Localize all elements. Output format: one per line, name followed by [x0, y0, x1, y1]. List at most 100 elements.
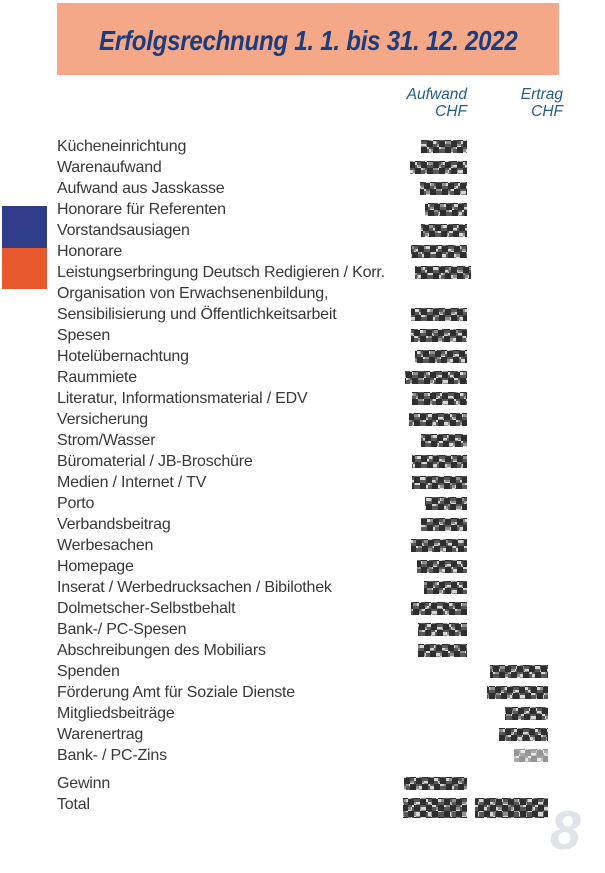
redacted-aufwand-value [412, 476, 467, 489]
redacted-aufwand-value [421, 224, 467, 237]
aufwand-value-cell [377, 579, 467, 594]
table-row: Bank-/ PC-Spesen [0, 621, 605, 642]
row-label: Sensibilisierung und Öffentlichkeitsarbe… [57, 306, 337, 323]
statement-rows: Kücheneinrichtung Warenaufwand Aufwand a… [0, 138, 605, 818]
table-row: Raummiete [0, 369, 605, 390]
redacted-aufwand-value [417, 560, 467, 573]
aufwand-value-cell [377, 600, 467, 615]
aufwand-value-cell [377, 348, 467, 363]
row-label: Homepage [57, 558, 134, 575]
redacted-aufwand-value [411, 602, 467, 615]
page-number: 8 [550, 799, 581, 861]
row-label: Versicherung [57, 411, 148, 428]
accent-orange-square [2, 248, 47, 289]
redacted-aufwand-value [418, 623, 467, 636]
redacted-aufwand-value [411, 329, 467, 342]
aufwand-value-cell [377, 621, 467, 636]
accent-blue-square [2, 206, 47, 248]
table-row: Mitgliedsbeiträge [0, 705, 605, 726]
redacted-ertrag-value [487, 686, 548, 699]
redacted-ertrag-value [505, 707, 548, 720]
table-row: Spenden [0, 663, 605, 684]
table-row: Förderung Amt für Soziale Dienste [0, 684, 605, 705]
aufwand-value-cell [377, 201, 467, 216]
aufwand-value-cell [377, 495, 467, 510]
ertrag-value-cell [467, 726, 563, 741]
redacted-aufwand-value [424, 581, 467, 594]
aufwand-value-cell [385, 264, 471, 279]
row-label: Warenaufwand [57, 159, 162, 176]
page-title: Erfolgsrechnung 1. 1. bis 31. 12. 2022 [98, 25, 518, 56]
row-label: Bank-/ PC-Spesen [57, 621, 187, 638]
redacted-aufwand-value [404, 777, 467, 790]
redacted-aufwand-value [421, 140, 467, 153]
aufwand-value-cell [377, 138, 467, 153]
redacted-aufwand-value [421, 518, 467, 531]
redacted-aufwand-value [403, 798, 467, 818]
aufwand-value-cell [377, 222, 467, 237]
row-label: Abschreibungen des Mobiliars [57, 642, 266, 659]
redacted-ertrag-value [490, 665, 548, 678]
redacted-aufwand-value [421, 434, 467, 447]
row-label: Porto [57, 495, 95, 512]
table-row: Spesen [0, 327, 605, 348]
table-row: Kücheneinrichtung [0, 138, 605, 159]
aufwand-value-cell [377, 306, 467, 321]
row-label: Spenden [57, 663, 120, 680]
aufwand-value-cell [377, 453, 467, 468]
aufwand-value-cell [377, 432, 467, 447]
row-label: Büromaterial / JB-Broschüre [57, 453, 253, 470]
table-row: Total [0, 796, 605, 818]
aufwand-label: Aufwand [406, 86, 467, 103]
row-label: Organisation von Erwachsenenbildung, [57, 285, 329, 302]
table-row: Hotelübernachtung [0, 348, 605, 369]
aufwand-value-cell [377, 558, 467, 573]
ertrag-value-cell [467, 663, 563, 678]
ertrag-value-cell [467, 747, 563, 762]
table-row: Dolmetscher-Selbstbehalt [0, 600, 605, 621]
redacted-aufwand-value [410, 161, 467, 174]
column-headers: Aufwand CHF Ertrag CHF [0, 86, 605, 120]
row-label: Dolmetscher-Selbstbehalt [57, 600, 236, 617]
redacted-aufwand-value [425, 203, 467, 216]
aufwand-value-cell [377, 516, 467, 531]
table-row: Warenaufwand [0, 159, 605, 180]
redacted-aufwand-value [425, 497, 467, 510]
redacted-aufwand-value [411, 539, 467, 552]
row-label: Verbandsbeitrag [57, 516, 171, 533]
table-row: Warenertrag [0, 726, 605, 747]
ertrag-unit: CHF [531, 103, 563, 120]
aufwand-value-cell [377, 642, 467, 657]
row-label: Aufwand aus Jasskasse [57, 180, 225, 197]
aufwand-value-cell [377, 327, 467, 342]
redacted-aufwand-value [411, 308, 467, 321]
row-label: Kücheneinrichtung [57, 138, 187, 155]
aufwand-value-cell [377, 180, 467, 195]
ertrag-label: Ertrag [520, 86, 563, 103]
row-label: Inserat / Werbedrucksachen / Bibilothek [57, 579, 332, 596]
ertrag-value-cell [467, 684, 563, 699]
table-row: Sensibilisierung und Öffentlichkeitsarbe… [0, 306, 605, 327]
table-row: Leistungserbringung Deutsch Redigieren /… [0, 264, 605, 285]
redacted-ertrag-value [514, 749, 548, 762]
aufwand-value-cell [377, 537, 467, 552]
aufwand-value-cell [377, 775, 467, 790]
redacted-aufwand-value [415, 350, 467, 363]
table-row: Medien / Internet / TV [0, 474, 605, 495]
redacted-aufwand-value [420, 182, 467, 195]
table-row: Büromaterial / JB-Broschüre [0, 453, 605, 474]
aufwand-value-cell [377, 243, 467, 258]
aufwand-value-cell [377, 159, 467, 174]
ertrag-value-cell [467, 796, 563, 818]
table-row: Inserat / Werbedrucksachen / Bibilothek [0, 579, 605, 600]
column-header-spacer [0, 86, 377, 120]
redacted-aufwand-value [409, 413, 467, 426]
redacted-aufwand-value [412, 392, 467, 405]
row-label: Honorare [57, 243, 123, 260]
table-row: Honorare [0, 243, 605, 264]
row-label: Werbesachen [57, 537, 154, 554]
row-label: Leistungserbringung Deutsch Redigieren /… [57, 264, 385, 281]
table-row: Porto [0, 495, 605, 516]
table-row: Werbesachen [0, 537, 605, 558]
